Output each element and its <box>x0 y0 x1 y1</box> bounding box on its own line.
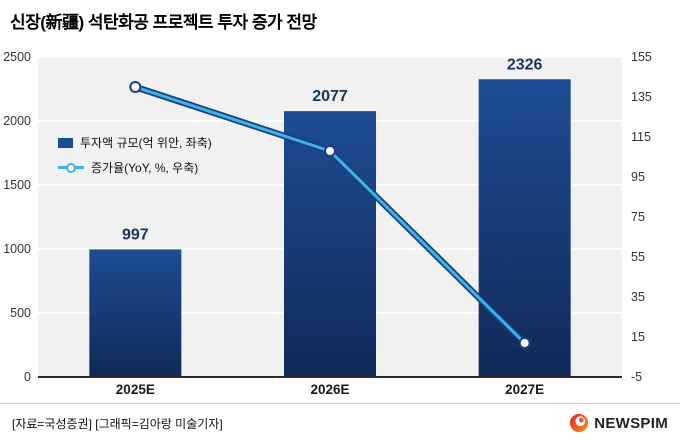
left-axis-tick: 500 <box>10 306 31 320</box>
line-marker-2025E <box>129 81 142 93</box>
footer: [자료=국성증권] [그래픽=김아랑 미술기자] NEWSPIM <box>0 403 680 442</box>
bar-series-swatch <box>58 137 73 148</box>
legend-item-bar: 투자액 규모(억 위안, 좌축) <box>58 134 212 151</box>
left-axis-tick: 2500 <box>3 50 31 64</box>
line-series-label: 증가율(YoY, %, 우축) <box>91 161 199 175</box>
line-marker-swatch-dot <box>66 162 76 173</box>
right-axis-tick: -5 <box>631 370 642 384</box>
source-note: [자료=국성증권] [그래픽=김아랑 미술기자] <box>12 416 223 431</box>
chart-legend: 투자액 규모(억 위안, 좌축) 증가율(YoY, %, 우축) <box>58 134 212 176</box>
right-axis-tick: 55 <box>631 250 645 264</box>
line-marker-2027E <box>518 337 531 349</box>
right-axis-tick: 35 <box>631 290 645 304</box>
legend-item-line: 증가율(YoY, %, 우축) <box>58 159 212 176</box>
left-axis-tick: 2000 <box>3 114 31 128</box>
bar-series-label: 투자액 규모(억 위안, 좌축) <box>80 136 212 150</box>
newspim-logo-icon <box>570 413 589 433</box>
bar-2027E <box>478 79 571 377</box>
right-axis-tick: 95 <box>631 170 645 184</box>
left-axis-tick: 0 <box>24 370 31 384</box>
category-label: 2025E <box>116 382 155 397</box>
newspim-logo-text: NEWSPIM <box>594 414 668 432</box>
chart-title: 신장(新疆) 석탄화공 프로젝트 투자 증가 전망 <box>10 13 317 32</box>
right-axis-tick: 75 <box>631 210 645 224</box>
line-series-swatch <box>58 162 84 173</box>
bar-label-2026E: 2077 <box>312 88 348 105</box>
right-axis-tick: 115 <box>631 130 651 144</box>
right-axis-tick: 155 <box>631 50 652 64</box>
left-axis-tick: 1000 <box>3 242 31 256</box>
newspim-logo: NEWSPIM <box>569 413 668 433</box>
bar-2025E <box>89 249 182 377</box>
category-label: 2026E <box>310 382 349 397</box>
right-axis-tick: 15 <box>631 330 645 344</box>
category-label: 2027E <box>505 382 544 397</box>
right-axis-tick: 135 <box>631 90 652 104</box>
left-axis-tick: 1500 <box>3 178 31 192</box>
bar-label-2025E: 997 <box>122 226 149 243</box>
line-marker-2026E <box>324 145 336 157</box>
bar-label-2027E: 2326 <box>507 56 543 73</box>
